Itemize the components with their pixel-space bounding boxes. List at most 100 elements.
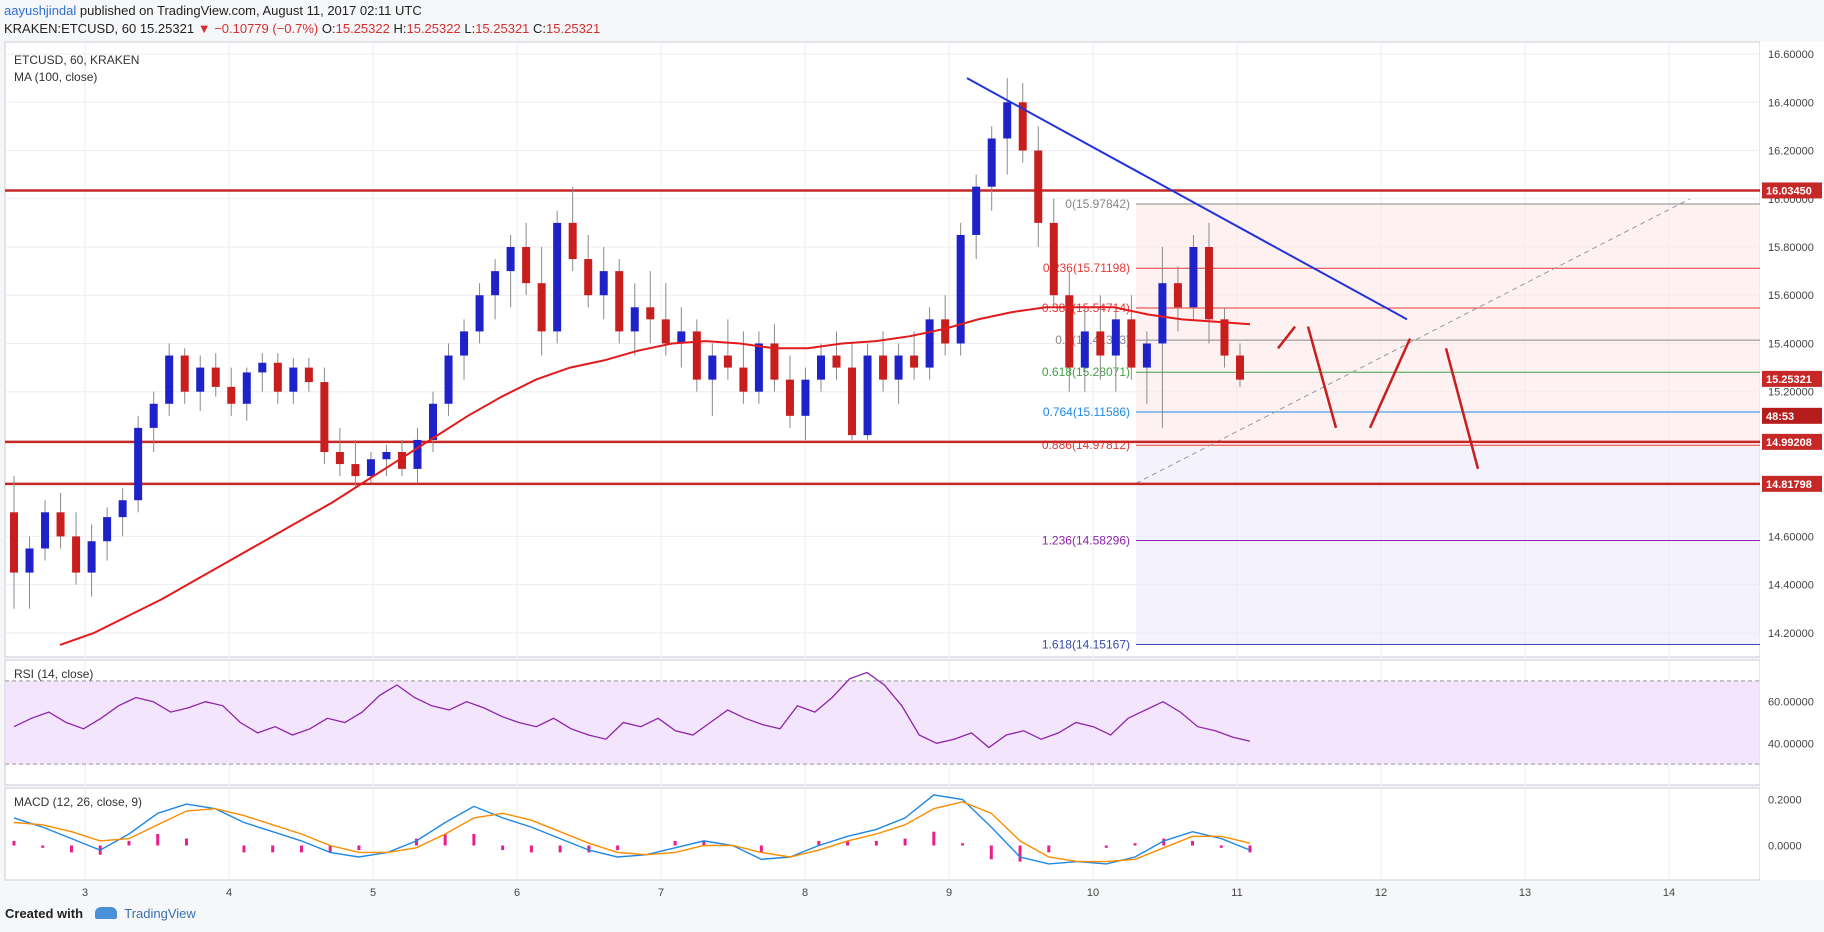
candle-body [149,403,158,428]
price-badge [1762,182,1822,199]
projection-arrow [1444,347,1480,470]
macd-pane [4,787,1761,881]
candle-body [289,367,298,392]
fib-zone-lower [1136,445,1760,645]
candle-body [1158,283,1167,344]
candle-body [785,379,794,416]
price-badge-label: 14.81798 [1766,479,1812,491]
x-tick-label: 13 [1519,887,1531,899]
candle-body [661,319,670,344]
candle-body [227,386,236,404]
candle-body [1142,343,1151,368]
candle-body [506,247,515,272]
candle-body [1018,102,1027,151]
candle-body [708,355,717,380]
fib-level-label: 0.618(15.28071) [1042,365,1130,379]
low-value: 15.25321 [475,21,530,36]
candle-body [258,362,267,373]
ma-legend: MA (100, close) [14,70,97,84]
rsi-legend: RSI (14, close) [14,667,93,681]
x-tick-label: 14 [1663,887,1675,899]
candle-body [677,331,686,344]
ohlc-line: KRAKEN:ETCUSD, 60 15.25321 ▼ −0.10779 (−… [4,21,600,36]
candle-body [1034,150,1043,223]
candle-body [72,536,81,573]
candle-body [754,343,763,392]
candle-body [1049,222,1058,296]
candle-body [10,512,18,573]
candle-body [801,379,810,416]
high-label: H: [393,21,407,36]
y-tick-label: 14.60000 [1768,531,1814,543]
candle-body [397,452,406,469]
low-label: L: [464,21,476,36]
candle-body [491,271,500,296]
candle-body [382,452,391,460]
candle-body [863,355,872,436]
ma-100-line [59,306,1251,646]
price-badge [1762,433,1822,450]
candle-body [646,307,655,320]
y-tick-label: 14.40000 [1768,580,1814,592]
candle-body [879,355,888,380]
rsi-line [13,671,1251,749]
price-axis[interactable] [1760,42,1824,880]
macd-tick-label: 0.2000 [1768,795,1802,807]
down-arrow-icon: ▼ [197,21,211,36]
candle-body [894,355,903,380]
chart-canvas[interactable]: 0(15.97842)0.236(15.71198)0.382(15.54714… [0,0,1824,905]
candle-body [1204,247,1213,320]
trendline [966,77,1408,321]
x-tick-label: 11 [1231,887,1242,899]
candle-body [1127,319,1136,368]
candle-body [925,319,934,368]
change-value: −0.10779 (−0.7%) [214,21,319,36]
candle-body [475,295,484,332]
candle-body [770,343,779,380]
x-tick-label: 12 [1375,887,1387,899]
candle-body [1080,331,1089,368]
price-badge-label: 15.25321 [1766,374,1812,386]
y-tick-label: 15.20000 [1768,387,1814,399]
brand-link[interactable]: TradingView [124,906,196,921]
candle-body [739,367,748,392]
x-tick-label: 6 [514,887,520,899]
candle-body [460,331,469,356]
candle-body [304,367,313,383]
candle-body [1173,283,1182,308]
candle-body [553,222,562,332]
price-badge-label: 16.03450 [1766,185,1812,197]
candle-body [335,452,344,465]
price-badge [1762,407,1822,424]
y-tick-label: 15.40000 [1768,338,1814,350]
fib-diagonal [1135,198,1691,484]
candle-body [366,459,375,477]
open-value: 15.25322 [335,21,390,36]
candle-body [165,355,174,404]
candle-body [987,138,996,187]
y-tick-label: 14.20000 [1768,628,1814,640]
high-value: 15.25322 [406,21,461,36]
candle-body [1003,102,1012,139]
signal-line [13,801,1251,863]
macd-legend: MACD (12, 26, close, 9) [14,795,142,809]
candle-body [599,271,608,296]
candle-body [118,500,127,518]
macd-line [13,794,1251,865]
price-badge [1762,370,1822,387]
candle-body [816,355,825,380]
candle-body [103,517,112,542]
candle-body [972,186,981,235]
fib-level-label: 1.236(14.58296) [1042,534,1130,548]
rsi-band [6,680,1759,765]
author-link[interactable]: aayushjindal [4,3,77,18]
projection-arrow [1368,338,1412,429]
fib-level-label: 0(15.97842) [1065,197,1130,211]
y-tick-label: 16.20000 [1768,146,1814,158]
candle-body [1189,247,1198,308]
tradingview-logo-icon [94,907,117,919]
x-tick-label: 5 [370,887,376,899]
x-tick-label: 10 [1087,887,1099,899]
publish-info: published on TradingView.com, August 11,… [79,3,422,18]
x-tick-label: 3 [82,887,88,899]
